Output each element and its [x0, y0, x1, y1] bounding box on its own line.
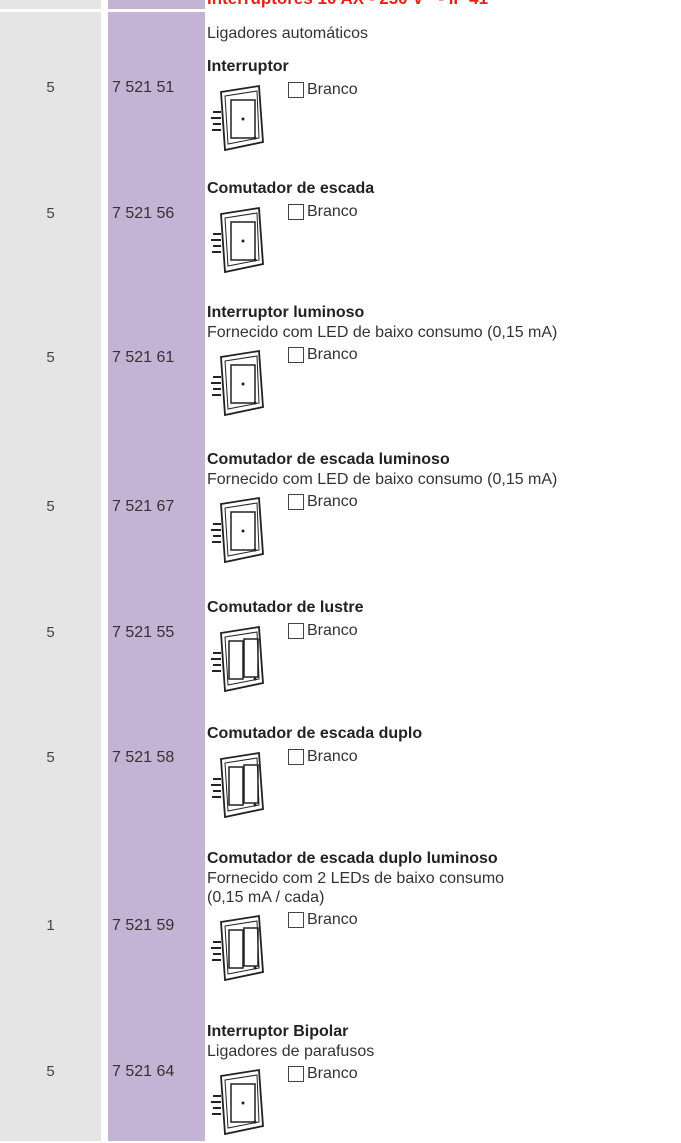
option[interactable]: Branco: [288, 748, 358, 766]
option[interactable]: Branco: [288, 346, 358, 364]
product-image: [207, 82, 271, 159]
ref-column: [108, 12, 205, 1141]
item-title: Interruptor: [207, 58, 289, 75]
product-image: [207, 347, 271, 424]
quantity: 5: [46, 1063, 55, 1080]
product-image: [207, 204, 271, 281]
reference: 7 521 55: [112, 624, 175, 641]
option-label: Branco: [307, 346, 358, 363]
option[interactable]: Branco: [288, 622, 358, 640]
checkbox[interactable]: [288, 749, 304, 765]
checkbox[interactable]: [288, 82, 304, 98]
reference: 7 521 59: [112, 917, 175, 934]
option-label: Branco: [307, 81, 358, 98]
reference: 7 521 58: [112, 749, 175, 766]
reference: 7 521 64: [112, 1063, 175, 1080]
item-title: Comutador de escada duplo: [207, 725, 423, 742]
item-title: Comutador de lustre: [207, 599, 364, 616]
option[interactable]: Branco: [288, 911, 358, 929]
option-label: Branco: [307, 493, 358, 510]
checkbox[interactable]: [288, 623, 304, 639]
quantity: 5: [46, 205, 55, 222]
product-image: [207, 912, 271, 989]
option[interactable]: Branco: [288, 493, 358, 511]
reference: 7 521 61: [112, 349, 175, 366]
option[interactable]: Branco: [288, 203, 358, 221]
option[interactable]: Branco: [288, 1065, 358, 1083]
option-label: Branco: [307, 911, 358, 928]
item-title: Comutador de escada luminoso: [207, 451, 450, 468]
item-description: (0,15 mA / cada): [207, 889, 325, 906]
quantity: 5: [46, 349, 55, 366]
section-title: Interruptores 10 AX - 250 V~ - IP 41: [207, 0, 488, 9]
item-title: Comutador de escada duplo luminoso: [207, 850, 498, 867]
checkbox[interactable]: [288, 912, 304, 928]
checkbox[interactable]: [288, 204, 304, 220]
option[interactable]: Branco: [288, 81, 358, 99]
reference: 7 521 51: [112, 79, 175, 96]
checkbox[interactable]: [288, 347, 304, 363]
header-cell: [108, 0, 205, 9]
checkbox[interactable]: [288, 1066, 304, 1082]
section-note: Ligadores automáticos: [207, 25, 368, 42]
item-title: Interruptor Bipolar: [207, 1023, 349, 1040]
reference: 7 521 67: [112, 498, 175, 515]
quantity: 5: [46, 498, 55, 515]
item-title: Comutador de escada: [207, 180, 375, 197]
quantity: 5: [46, 624, 55, 641]
qty-column: [0, 12, 101, 1141]
product-image: [207, 623, 271, 700]
quantity: 1: [46, 917, 55, 934]
option-label: Branco: [307, 748, 358, 765]
option-label: Branco: [307, 203, 358, 220]
quantity: 5: [46, 749, 55, 766]
item-description: Ligadores de parafusos: [207, 1043, 375, 1060]
option-label: Branco: [307, 1065, 358, 1082]
reference: 7 521 56: [112, 205, 175, 222]
item-description: Fornecido com 2 LEDs de baixo consumo: [207, 870, 505, 887]
header-cell: [0, 0, 101, 9]
checkbox[interactable]: [288, 494, 304, 510]
item-title: Interruptor luminoso: [207, 304, 365, 321]
product-image: [207, 1066, 271, 1143]
item-description: Fornecido com LED de baixo consumo (0,15…: [207, 471, 558, 488]
product-image: [207, 749, 271, 826]
product-image: [207, 494, 271, 571]
item-description: Fornecido com LED de baixo consumo (0,15…: [207, 324, 558, 341]
option-label: Branco: [307, 622, 358, 639]
quantity: 5: [46, 79, 55, 96]
